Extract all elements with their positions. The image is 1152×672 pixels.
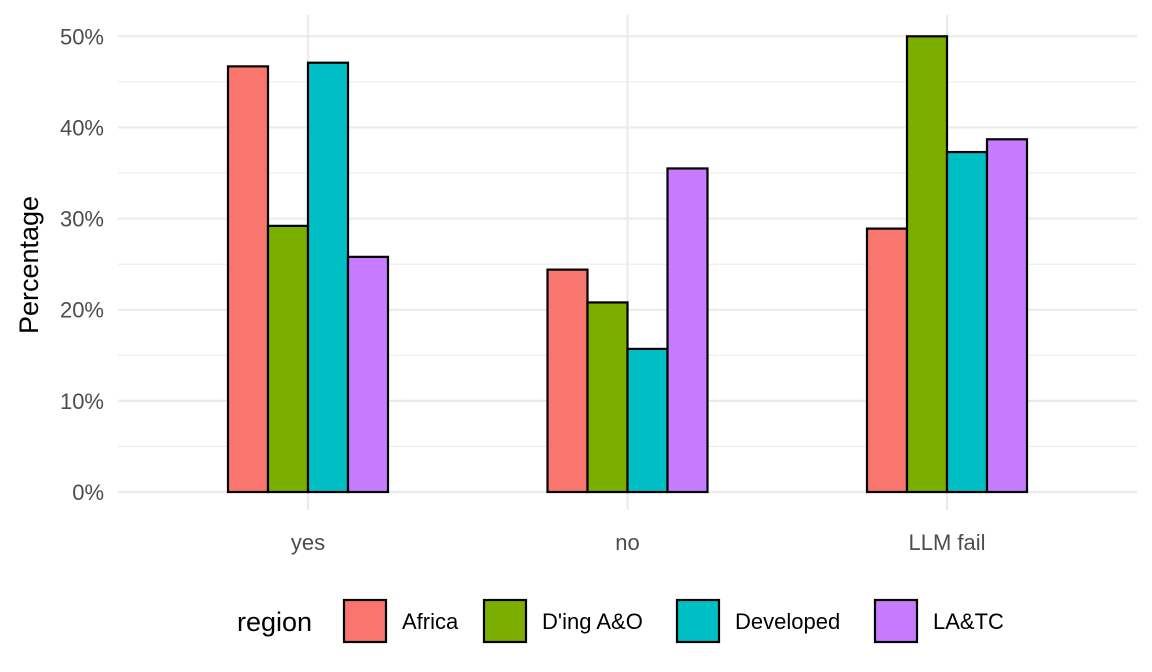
y-tick-label: 0% (72, 480, 104, 505)
legend-label: LA&TC (933, 609, 1004, 634)
bar (346, 255, 390, 494)
x-tick-label: no (615, 530, 639, 555)
bar (666, 167, 709, 494)
bar (266, 224, 310, 494)
legend-label: Africa (402, 609, 459, 634)
bar (905, 35, 949, 494)
y-tick-label: 20% (60, 298, 104, 323)
legend: region Africa D'ing A&O Developed LA&TC (237, 598, 1004, 644)
legend-key (675, 598, 721, 644)
bar (226, 65, 270, 494)
y-tick-label: 10% (60, 389, 104, 414)
bar (985, 138, 1029, 494)
bar (865, 227, 909, 494)
legend-key (873, 598, 919, 644)
x-tick-label: yes (291, 530, 325, 555)
y-tick-label: 30% (60, 207, 104, 232)
legend-key (342, 598, 388, 644)
legend-title: region (237, 607, 312, 637)
bar (546, 268, 589, 494)
bar (306, 61, 350, 494)
legend-label: Developed (735, 609, 840, 634)
bars (226, 35, 1029, 494)
x-axis-ticks: yes no LLM fail (291, 530, 986, 555)
y-tick-label: 50% (60, 24, 104, 49)
bar (945, 150, 989, 494)
x-tick-label: LLM fail (908, 530, 985, 555)
legend-label: D'ing A&O (542, 609, 643, 634)
y-axis-ticks: 0% 10% 20% 30% 40% 50% (60, 24, 104, 505)
y-axis-title: Percentage (14, 196, 44, 334)
bar (626, 347, 669, 494)
legend-key (482, 598, 528, 644)
y-tick-label: 40% (60, 115, 104, 140)
bar (586, 301, 629, 494)
